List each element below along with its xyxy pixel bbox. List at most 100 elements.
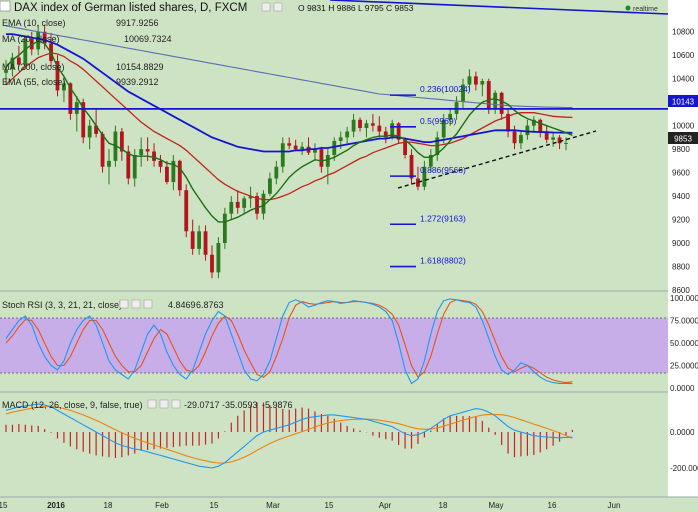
candle-body xyxy=(345,131,350,138)
candle-body xyxy=(300,146,305,150)
candle-body xyxy=(377,125,382,132)
ma20-line xyxy=(5,52,573,201)
visibility-icon[interactable] xyxy=(273,2,283,12)
candle-body xyxy=(557,137,562,144)
stoch-tick-label: 75.0000 xyxy=(670,317,698,326)
candles-layer xyxy=(4,24,568,279)
current-price-tag xyxy=(668,132,698,144)
price-tick-label: 9200 xyxy=(672,216,690,225)
candle-body xyxy=(403,139,407,155)
ohlc-readout: O 9831 H 9886 L 9795 C 9853 xyxy=(298,3,414,13)
candle-body xyxy=(55,61,60,91)
candle-body xyxy=(216,243,221,273)
stoch-panel-label: Stoch RSI (3, 3, 21, 21, close) xyxy=(2,300,122,310)
sma200-line xyxy=(5,25,573,109)
candle-body xyxy=(107,160,111,167)
x-tick-label: 18 xyxy=(439,501,448,510)
x-tick-label: 18 xyxy=(104,501,113,510)
candle-body xyxy=(416,178,420,187)
candle-body xyxy=(248,196,253,199)
candle-body xyxy=(23,38,28,65)
candle-body xyxy=(87,125,92,138)
long-term-trendline[interactable] xyxy=(329,0,669,15)
candle-body xyxy=(81,102,86,138)
candle-body xyxy=(287,143,292,146)
candle-body xyxy=(358,119,362,128)
candle-body xyxy=(390,123,395,138)
price-tick-label: 9800 xyxy=(672,145,690,154)
candle-body xyxy=(338,137,343,141)
macd-visibility-icon[interactable] xyxy=(159,399,169,409)
fib-level-label: 0.886(9566) xyxy=(420,165,466,175)
candle-body xyxy=(242,198,247,208)
candle-body xyxy=(100,133,105,167)
candle-body xyxy=(177,160,182,191)
ema55-line xyxy=(6,33,573,153)
stoch-close-icon[interactable] xyxy=(143,299,153,309)
stoch-settings-icon[interactable] xyxy=(119,299,129,309)
candle-body xyxy=(280,143,285,167)
stoch-tick-label: 0.0000 xyxy=(670,384,695,393)
fib-level-label: 1.272(9163) xyxy=(420,213,466,223)
macd-line-value: -35.0593 xyxy=(222,400,258,410)
candle-body xyxy=(351,119,356,132)
price-tick-label: 10000 xyxy=(672,122,695,131)
candle-body xyxy=(197,231,202,249)
candle-body xyxy=(203,231,208,255)
candle-body xyxy=(370,123,375,126)
candle-body xyxy=(171,160,176,182)
candle-body xyxy=(428,155,433,167)
candle-body xyxy=(467,76,472,85)
candle-body xyxy=(409,155,414,179)
x-tick-label: Mar xyxy=(266,501,280,510)
candle-body xyxy=(480,81,485,85)
legend-ma20-value: 10069.7324 xyxy=(124,34,172,44)
x-tick-label: 2016 xyxy=(47,501,65,510)
candle-body xyxy=(525,125,530,136)
x-tick-label: 15 xyxy=(325,501,334,510)
stoch-layer xyxy=(5,298,573,385)
candle-body xyxy=(506,113,510,132)
candle-body xyxy=(139,149,144,155)
realtime-label: realtime xyxy=(633,6,658,13)
stoch-visibility-icon[interactable] xyxy=(131,299,141,309)
candle-body xyxy=(235,201,240,208)
x-tick-label: Jun xyxy=(608,501,621,510)
indicator-legend: EMA (10, close) 9917.9256 MA (20, close)… xyxy=(2,18,172,87)
x-tick-label: 16 xyxy=(548,501,557,510)
realtime-status-icon xyxy=(625,5,631,11)
legend-ma20-label: MA (20, close) xyxy=(2,34,60,44)
macd-settings-icon[interactable] xyxy=(147,399,157,409)
macd-tick-label: -200.0000 xyxy=(670,464,698,473)
candle-body xyxy=(165,166,169,182)
candle-body xyxy=(10,57,15,70)
support-trendline[interactable] xyxy=(397,130,597,189)
x-tick-label: 15 xyxy=(210,501,219,510)
x-tick-label: May xyxy=(488,501,503,510)
macd-hist-value: -29.0717 xyxy=(184,400,220,410)
macd-signal-line xyxy=(5,405,573,464)
fib-level-label: 0.5(9969) xyxy=(420,116,457,126)
candle-body xyxy=(519,135,523,144)
macd-panel-label: MACD (12, 26, close, 9, false, true) xyxy=(2,400,143,410)
candle-body xyxy=(184,190,189,232)
candle-body xyxy=(441,119,446,138)
price-tick-label: 9400 xyxy=(672,192,690,201)
candle-body xyxy=(461,84,465,103)
legend-ema10-label: EMA (10, close) xyxy=(2,18,66,28)
candle-body xyxy=(448,113,453,120)
legend-ema55-value: 9939.2912 xyxy=(116,77,159,87)
candle-body xyxy=(152,151,156,161)
legend-sma200-label: MA (200, close) xyxy=(2,62,65,72)
candle-body xyxy=(422,166,427,187)
candle-body xyxy=(544,131,549,140)
candle-body xyxy=(4,69,8,73)
macd-close-icon[interactable] xyxy=(171,399,181,409)
settings-icon[interactable] xyxy=(261,2,271,12)
candle-body xyxy=(229,201,234,214)
price-tick-label: 10600 xyxy=(672,51,695,60)
candle-body xyxy=(126,151,131,179)
macd-line xyxy=(5,403,573,469)
